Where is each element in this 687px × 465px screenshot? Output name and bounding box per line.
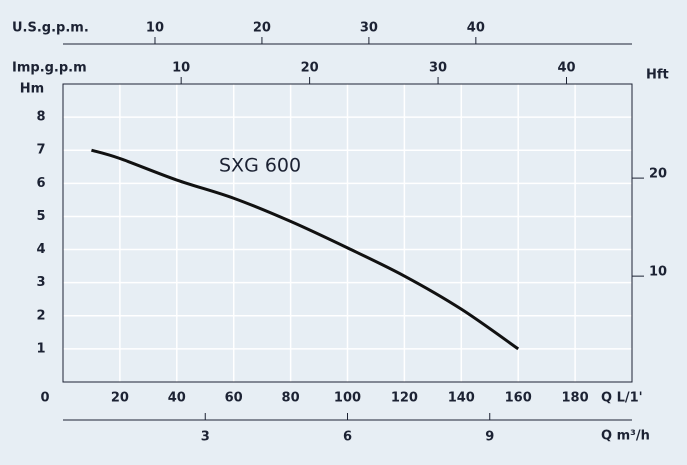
x-tick-label: 20 xyxy=(111,391,129,406)
x-tick-label: 40 xyxy=(168,391,186,406)
axis-label: Imp.g.p.m xyxy=(12,61,87,76)
tick-label: 3 xyxy=(201,430,210,445)
y-tick-label: 4 xyxy=(36,242,45,257)
tick-label: 6 xyxy=(343,430,352,445)
x-tick-label: 60 xyxy=(225,391,243,406)
x-tick-label: 140 xyxy=(448,391,475,406)
y-tick-label: 1 xyxy=(36,341,45,356)
x-tick-label: 120 xyxy=(391,391,418,406)
y-tick-label: 5 xyxy=(36,209,45,224)
tick-label: 9 xyxy=(485,430,494,445)
tick-label: 30 xyxy=(360,21,378,36)
y-tick-label: 7 xyxy=(36,143,45,158)
tick-label: 40 xyxy=(467,21,485,36)
axis-label: U.S.g.p.m. xyxy=(12,21,89,36)
y-tick-label: 6 xyxy=(36,176,45,191)
y-axis-label: Hm xyxy=(20,82,44,97)
x-tick-label: 160 xyxy=(505,391,532,406)
y-tick-label: 3 xyxy=(36,275,45,290)
y-tick-label: 8 xyxy=(36,110,45,125)
y2-axis-label: Hft xyxy=(646,68,669,83)
x-tick-label: 100 xyxy=(334,391,361,406)
tick-label: 10 xyxy=(172,61,190,76)
axis-label: Q m³/h xyxy=(601,429,650,444)
x-tick-label: 0 xyxy=(40,391,49,406)
y2-tick-label: 20 xyxy=(649,167,667,182)
plot-frame xyxy=(62,83,633,383)
tick-label: 30 xyxy=(429,61,447,76)
x-tick-label: 80 xyxy=(282,391,300,406)
y2-tick-label: 10 xyxy=(649,265,667,280)
y-tick-label: 2 xyxy=(36,308,45,323)
tick-label: 20 xyxy=(301,61,319,76)
x-tick-label: 180 xyxy=(562,391,589,406)
series-label: SXG 600 xyxy=(219,155,301,177)
x-axis-label: Q L/1' xyxy=(601,391,643,406)
tick-label: 20 xyxy=(253,21,271,36)
tick-label: 40 xyxy=(557,61,575,76)
curve xyxy=(91,148,520,351)
tick-label: 10 xyxy=(146,21,164,36)
